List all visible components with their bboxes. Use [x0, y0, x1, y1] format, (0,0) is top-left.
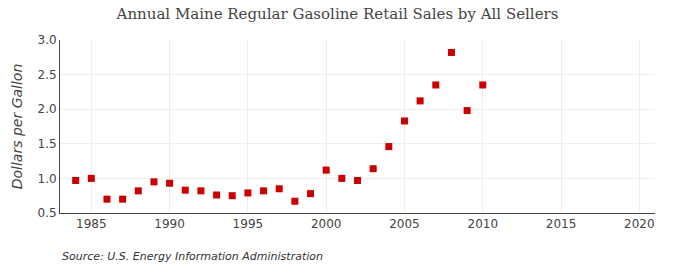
svg-text:Source: U.S. Energy Informatio: Source: U.S. Energy Information Administ…: [62, 250, 323, 263]
svg-text:Annual Maine Regular Gasoline: Annual Maine Regular Gasoline Retail Sal…: [116, 5, 559, 23]
svg-text:2020: 2020: [624, 217, 655, 231]
svg-text:2000: 2000: [311, 217, 342, 231]
svg-text:1.5: 1.5: [38, 137, 57, 151]
svg-text:Dollars per Gallon: Dollars per Gallon: [9, 64, 25, 190]
svg-text:1990: 1990: [154, 217, 185, 231]
svg-text:0.5: 0.5: [38, 206, 57, 220]
svg-text:1985: 1985: [76, 217, 107, 231]
svg-text:2.0: 2.0: [38, 102, 57, 116]
svg-text:1995: 1995: [233, 217, 264, 231]
svg-text:2.5: 2.5: [38, 68, 57, 82]
svg-text:3.0: 3.0: [38, 33, 57, 47]
svg-text:2010: 2010: [467, 217, 498, 231]
svg-text:2015: 2015: [546, 217, 577, 231]
svg-text:1.0: 1.0: [38, 172, 57, 186]
svg-text:2005: 2005: [389, 217, 420, 231]
